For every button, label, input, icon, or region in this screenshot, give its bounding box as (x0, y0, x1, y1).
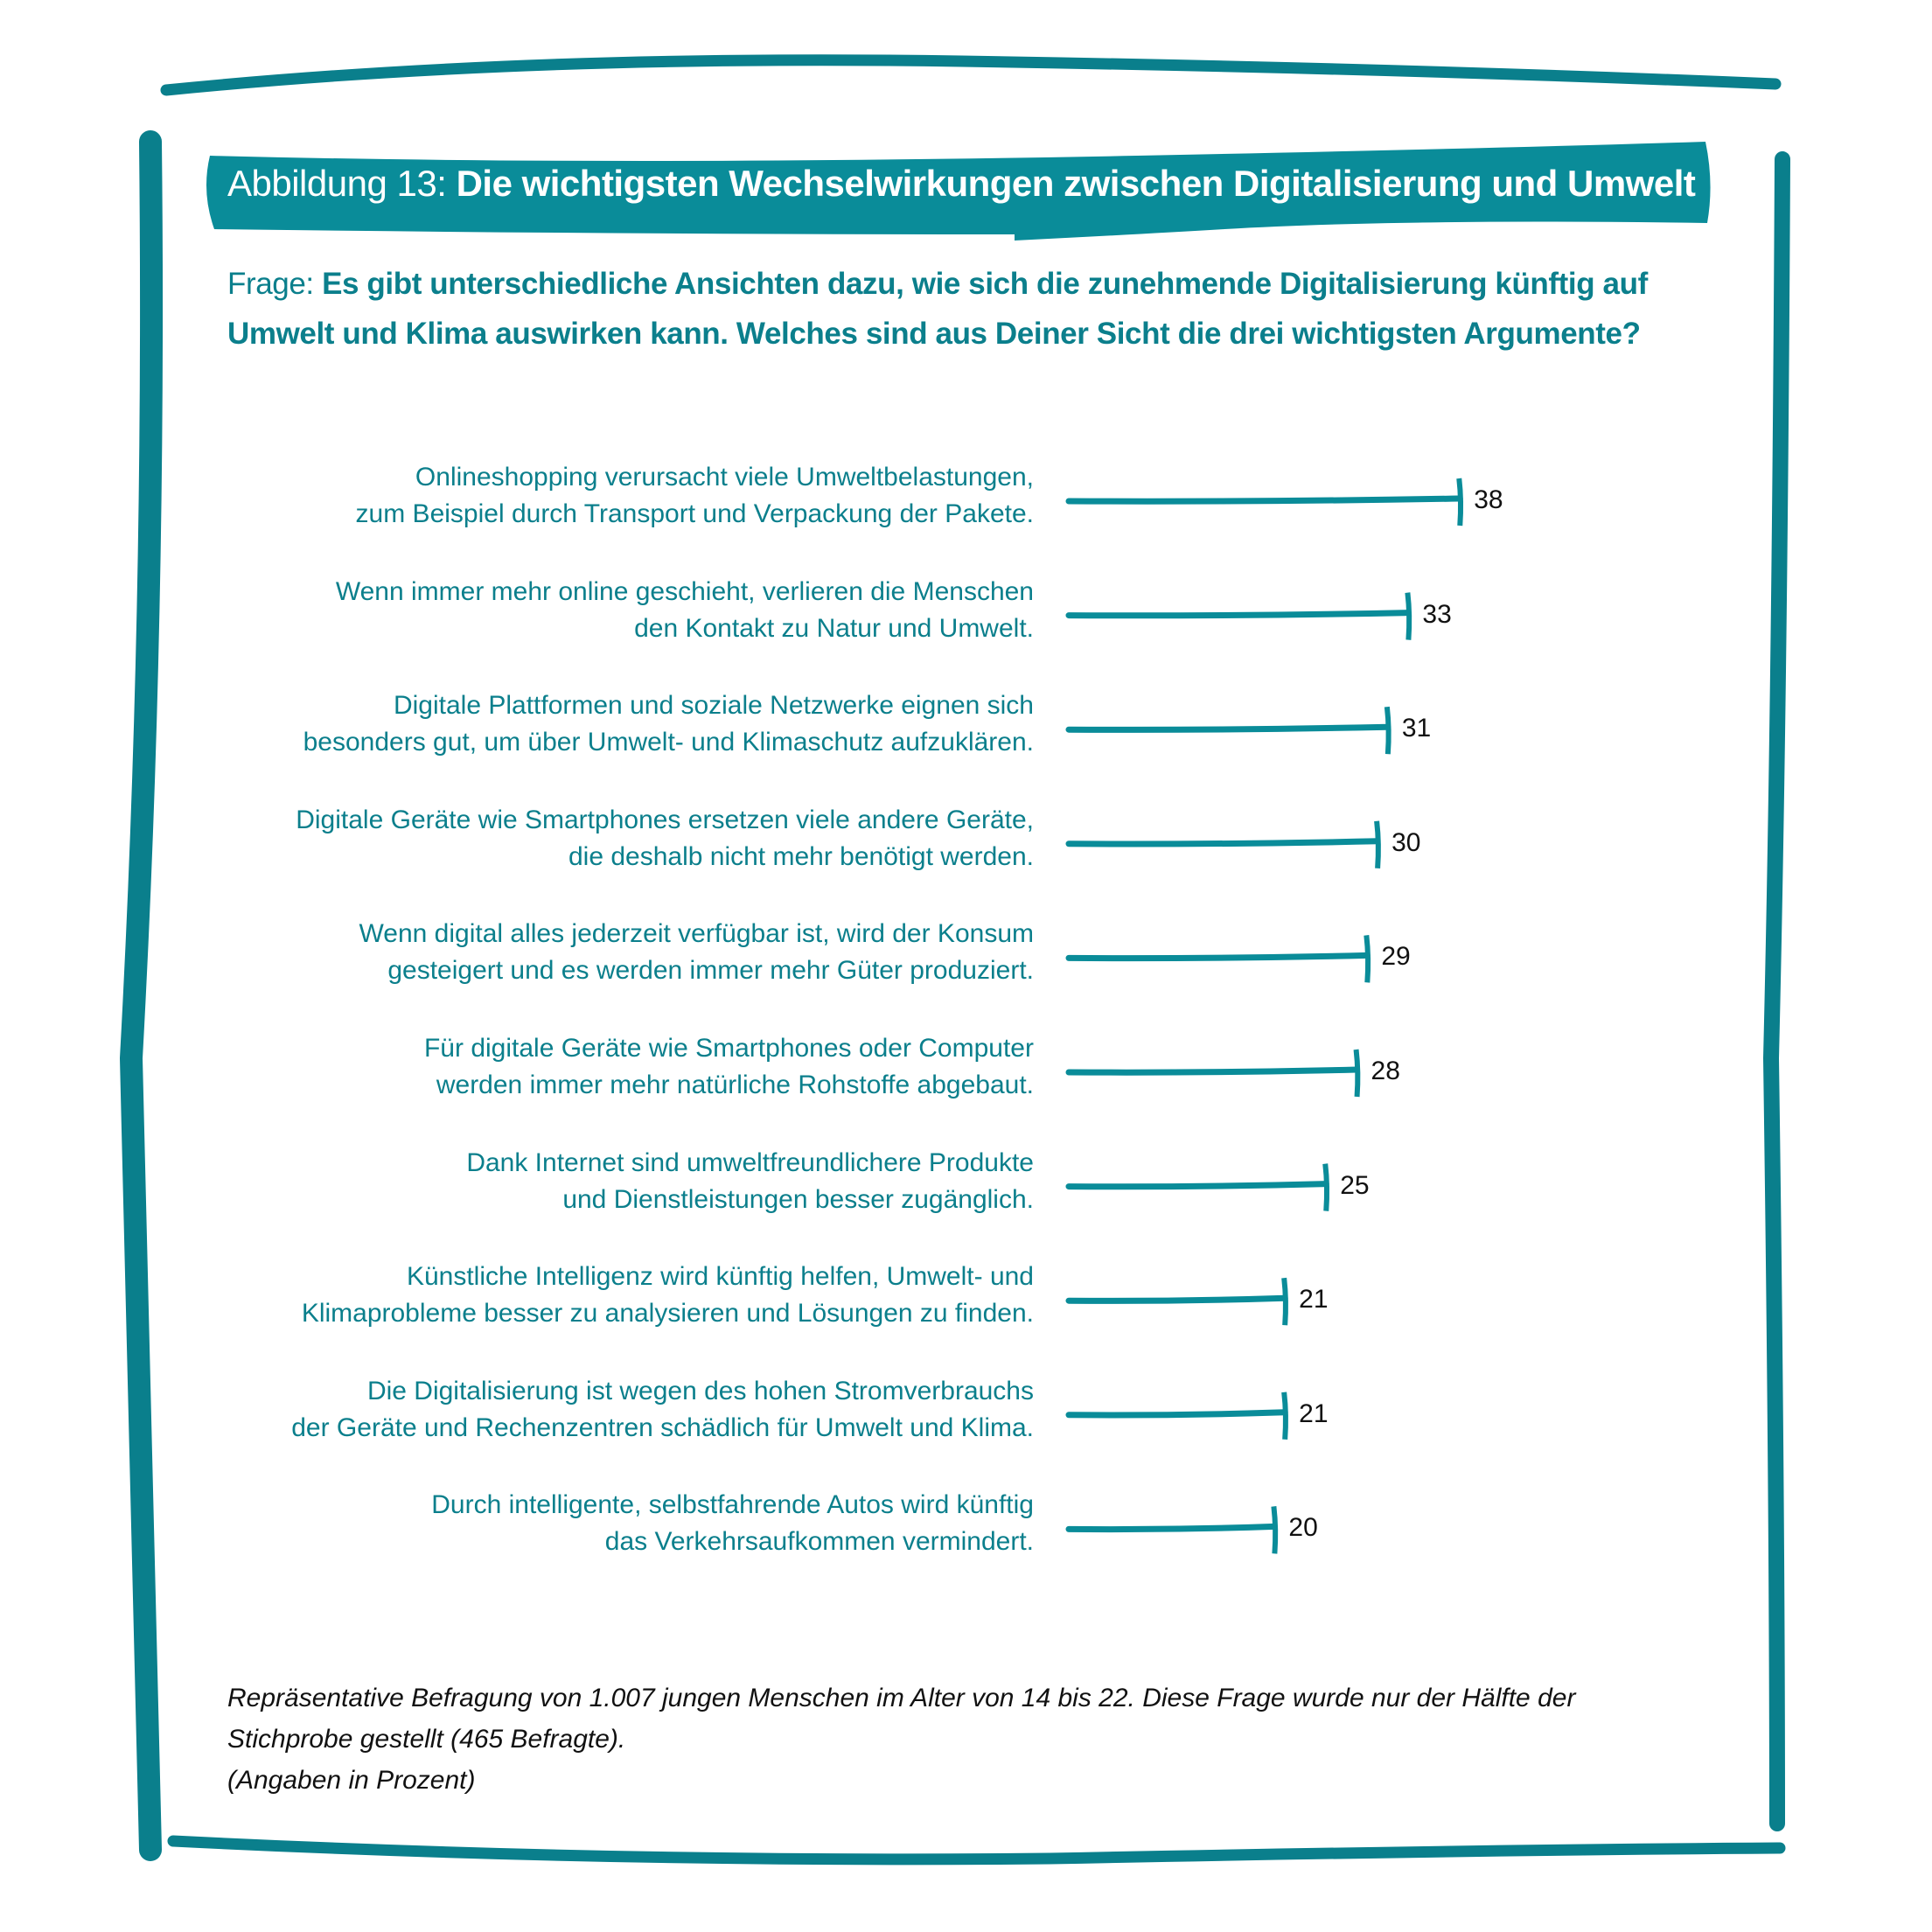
category-label-line: Digitale Geräte wie Smartphones ersetzen… (296, 805, 1034, 834)
category-label: Durch intelligente, selbstfahrende Autos… (159, 1487, 1034, 1560)
category-label-line: Digitale Plattformen und soziale Netzwer… (393, 691, 1034, 721)
bar (1065, 1409, 1288, 1419)
title-band-shape (206, 142, 1711, 241)
bar (1065, 1523, 1278, 1533)
category-label-line: Dank Internet sind umweltfreundlichere P… (466, 1147, 1034, 1177)
bar (1065, 610, 1412, 619)
category-label: Für digitale Geräte wie Smartphones oder… (159, 1030, 1034, 1104)
category-label-line: Durch intelligente, selbstfahrende Autos… (431, 1490, 1034, 1520)
category-label-line: Onlineshopping verursacht viele Umweltbe… (415, 463, 1034, 492)
category-label-line: gesteigert und es werden immer mehr Güte… (387, 956, 1034, 986)
category-label-line: werden immer mehr natürliche Rohstoffe a… (436, 1071, 1034, 1099)
category-label: Künstliche Intelligenz wird künftig helf… (159, 1259, 1034, 1332)
figure-title: Abbildung 13: Die wichtigsten Wechselwir… (227, 163, 1696, 204)
bar-end-tick (1353, 1049, 1361, 1098)
bar-end-tick (1456, 478, 1464, 527)
data-label: 20 (1288, 1513, 1318, 1543)
category-label-line: Für digitale Geräte wie Smartphones oder… (423, 1034, 1034, 1063)
category-label-line: und Dienstleistungen besser zugänglich. (562, 1184, 1034, 1214)
data-label: 31 (1401, 714, 1432, 743)
category-label: Wenn digital alles jederzeit verfügbar i… (159, 916, 1034, 989)
bar-end-tick (1364, 935, 1371, 983)
bars-group (1065, 478, 1464, 1554)
survey-question: Frage: Es gibt unterschiedliche Ansichte… (227, 267, 1648, 351)
frame-top-stroke (160, 54, 1782, 96)
bar (1065, 1181, 1329, 1190)
bar-end-tick (1384, 706, 1391, 755)
category-label-line: die deshalb nicht mehr benötigt werden. (568, 841, 1034, 871)
category-label: Wenn immer mehr online geschieht, verlie… (159, 574, 1034, 647)
bar (1065, 838, 1381, 847)
category-label-line: das Verkehrsaufkommen vermindert. (604, 1527, 1034, 1557)
frame-left-stroke (119, 130, 164, 1861)
category-label-line: zum Beispiel durch Transport und Verpack… (355, 499, 1034, 528)
bar (1065, 723, 1391, 733)
data-label: 29 (1381, 942, 1411, 972)
footnote-line: (Angaben in Prozent) (227, 1766, 476, 1795)
data-label: 33 (1422, 599, 1452, 629)
data-label: 28 (1371, 1057, 1400, 1085)
category-label: Die Digitalisierung ist wegen des hohen … (159, 1373, 1034, 1447)
footnote-line: Stichprobe gestellt (465 Befragte). (227, 1725, 626, 1754)
data-label: 21 (1299, 1398, 1329, 1428)
category-label-line: besonders gut, um über Umwelt- und Klima… (303, 728, 1034, 757)
category-label: Dank Internet sind umweltfreundlichere P… (159, 1145, 1034, 1218)
category-label-line: der Geräte und Rechenzentren schädlich f… (291, 1412, 1034, 1442)
category-label-line: Die Digitalisierung ist wegen des hohen … (366, 1376, 1034, 1405)
category-label: Onlineshopping verursacht viele Umweltbe… (159, 459, 1034, 533)
bar (1065, 952, 1371, 962)
frame-bottom-stroke (167, 1835, 1786, 1866)
bar-end-tick (1281, 1391, 1288, 1440)
data-label: 30 (1391, 827, 1421, 857)
frame-right-stroke (1762, 151, 1790, 1831)
bar (1065, 495, 1463, 505)
bar-end-tick (1374, 820, 1381, 869)
category-label-line: Wenn digital alles jederzeit verfügbar i… (359, 919, 1034, 949)
category-label-line: Wenn immer mehr online geschieht, verlie… (335, 576, 1034, 606)
bar-end-tick (1322, 1163, 1330, 1211)
bar (1065, 1066, 1361, 1076)
category-label-line: Künstliche Intelligenz wird künftig helf… (406, 1262, 1034, 1292)
data-label: 38 (1474, 485, 1503, 514)
bar (1065, 1294, 1288, 1304)
bar-end-tick (1271, 1506, 1279, 1554)
data-label: 21 (1299, 1285, 1329, 1315)
footnote: Repräsentative Befragung von 1.007 junge… (227, 1677, 1714, 1801)
bar-end-tick (1405, 592, 1412, 640)
category-label: Digitale Plattformen und soziale Netzwer… (159, 687, 1034, 761)
data-label: 25 (1340, 1170, 1370, 1200)
footnote-line: Repräsentative Befragung von 1.007 junge… (227, 1684, 1576, 1712)
category-label-line: den Kontakt zu Natur und Umwelt. (634, 613, 1034, 643)
category-label-line: Klimaprobleme besser zu analysieren und … (301, 1299, 1034, 1329)
bar-end-tick (1281, 1277, 1288, 1326)
category-label: Digitale Geräte wie Smartphones ersetzen… (159, 802, 1034, 875)
